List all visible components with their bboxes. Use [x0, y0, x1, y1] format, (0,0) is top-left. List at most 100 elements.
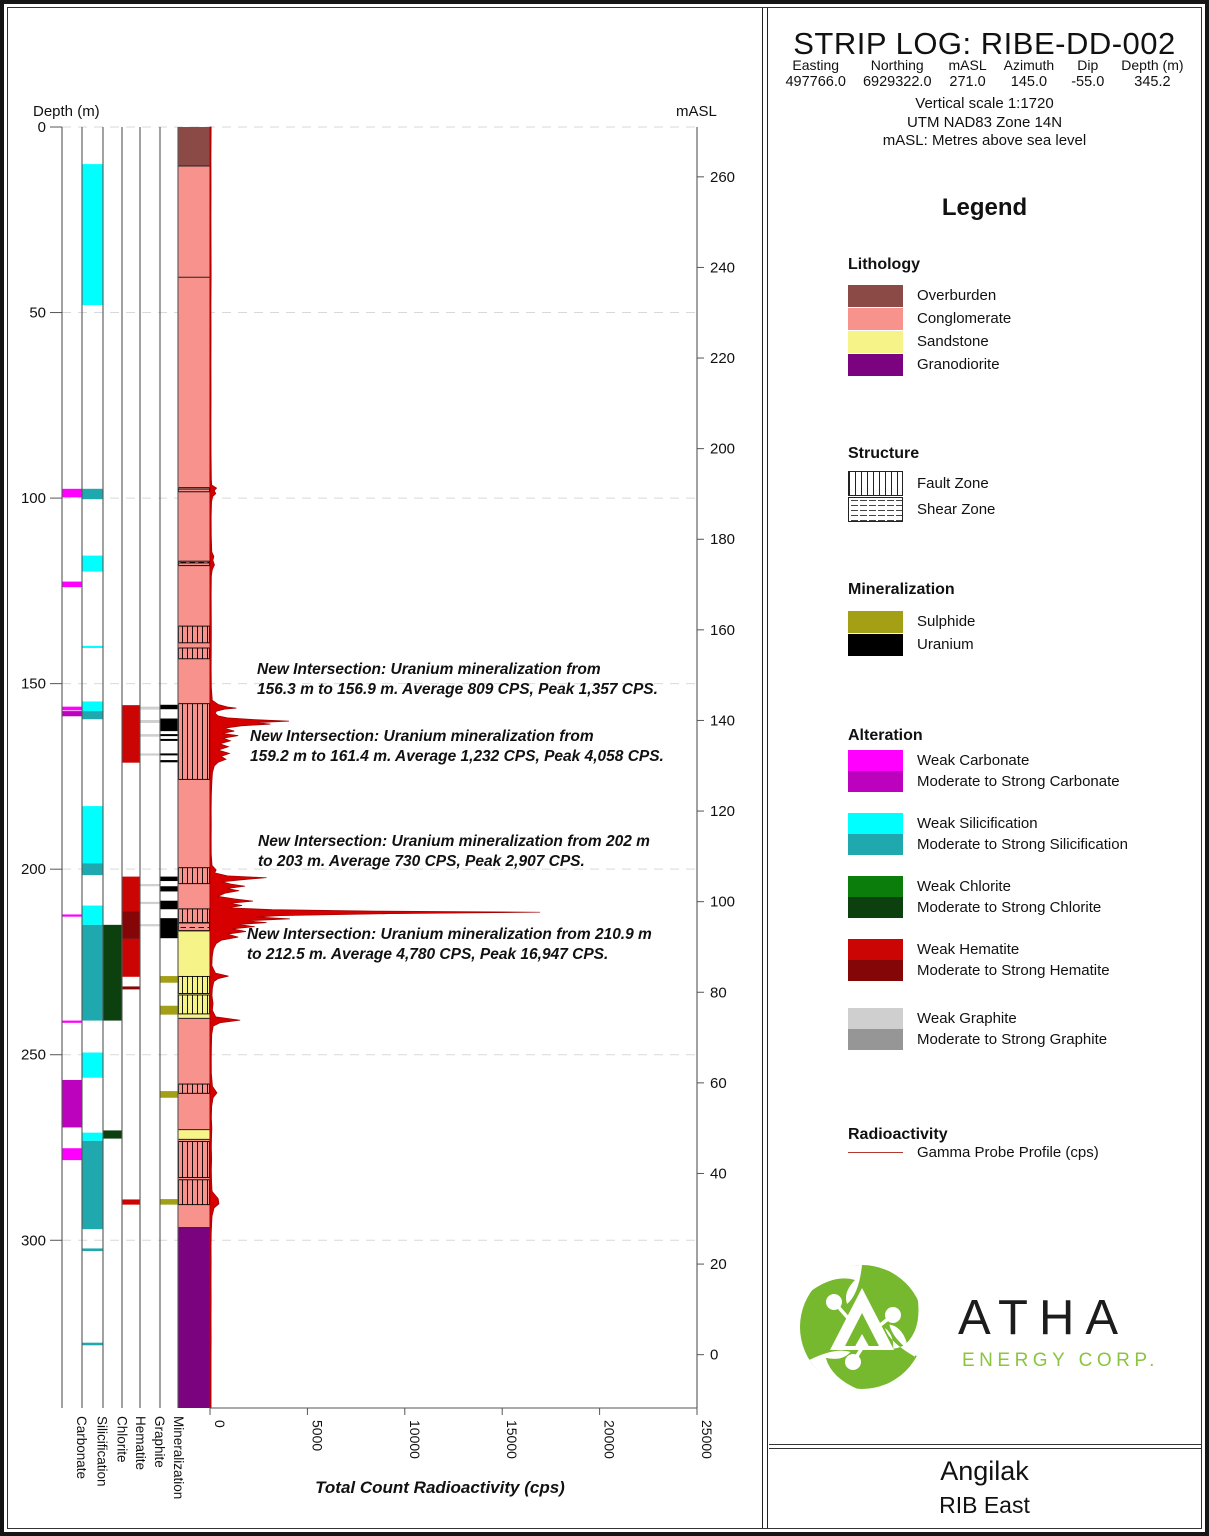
strong-label: Moderate to Strong Graphite	[917, 1031, 1108, 1048]
track-interval	[62, 581, 82, 588]
hole-field-label: Easting	[792, 57, 840, 73]
lithology-interval	[178, 1018, 210, 1130]
weak-label: Weak Chlorite	[917, 878, 1011, 895]
hole-field-label: Azimuth	[1003, 57, 1055, 73]
masl-tick-label: 20	[710, 1256, 727, 1273]
note-datum: UTM NAD83 Zone 14N	[906, 113, 1063, 131]
gamma-line-swatch	[848, 1151, 903, 1153]
legend-section-header: Radioactivity	[848, 1126, 948, 1143]
hole-field: mASL 271.0	[949, 57, 987, 90]
legend-item-label: Gamma Probe Profile (cps)	[917, 1143, 1099, 1161]
hole-field: Dip -55.0	[1071, 57, 1104, 90]
legend-item-label: Conglomerate	[917, 310, 1012, 327]
hole-field-value: 497766.0	[785, 74, 846, 90]
page-title: STRIP LOG: RIBE-DD-002	[793, 26, 1176, 61]
track-interval	[140, 884, 160, 887]
column-label: Mineralization	[171, 1416, 186, 1499]
track-interval	[140, 753, 160, 756]
track-interval	[160, 900, 178, 910]
depth-axis-title: Depth (m)	[33, 103, 100, 120]
legend-item: Sulphide	[848, 610, 975, 633]
track-interval	[103, 1130, 122, 1139]
masl-tick-label: 180	[710, 531, 735, 548]
intersection-annotation: New Intersection: Uranium mineralization…	[257, 661, 658, 698]
cps-tick-label: 10000	[407, 1420, 423, 1459]
cps-tick-label: 5000	[309, 1420, 325, 1451]
masl-tick-label: 140	[710, 712, 735, 729]
color-swatch	[848, 330, 903, 353]
column-label: Hematite	[133, 1416, 148, 1470]
track-interval	[82, 701, 103, 712]
strong-label: Moderate to Strong Hematite	[917, 962, 1110, 979]
track-interval	[82, 1342, 103, 1346]
masl-tick-label: 220	[710, 350, 735, 367]
legend-section-header: Alteration	[848, 727, 923, 744]
track-interval	[160, 918, 178, 939]
strong-swatch	[848, 834, 903, 855]
fault-zone-overlay	[178, 703, 210, 780]
track-interval	[82, 863, 103, 876]
depth-tick-label: 200	[21, 861, 46, 878]
fault-zone-overlay	[178, 908, 210, 924]
track-interval	[62, 488, 82, 498]
masl-tick-label: 160	[710, 622, 735, 639]
weak-label: Weak Carbonate	[917, 752, 1030, 769]
track-interval	[82, 555, 103, 572]
legend-item: Shear Zone	[848, 496, 995, 522]
hole-field-label: Northing	[870, 57, 924, 73]
weak-swatch	[848, 750, 903, 771]
hole-field: Northing 6929322.0	[863, 57, 932, 90]
shear-pattern-swatch	[848, 496, 903, 522]
track-interval	[82, 806, 103, 864]
hole-field-label: Dip	[1077, 57, 1099, 73]
legend-item: Uranium	[848, 633, 975, 656]
fault-zone-overlay	[178, 1141, 210, 1179]
legend-section-header: Structure	[848, 445, 920, 462]
legend-item: Fault Zone	[848, 470, 995, 496]
strong-swatch	[848, 960, 903, 981]
legend-item-label: Shear Zone	[917, 500, 996, 518]
track-interval	[82, 924, 103, 1021]
strong-label: Moderate to Strong Silicification	[917, 836, 1128, 853]
masl-tick-label: 200	[710, 441, 735, 458]
legend-item: Granodiorite	[848, 353, 1011, 376]
note-scale: Vertical scale 1:1720	[915, 95, 1054, 112]
fault-zone-overlay	[178, 647, 210, 660]
track-interval	[82, 905, 103, 925]
shear-zone-overlay	[178, 922, 210, 932]
project-name: Angilak	[940, 1456, 1029, 1486]
track-interval	[160, 704, 178, 710]
track-interval	[62, 711, 82, 717]
track-interval	[140, 706, 160, 710]
brand-name: ATHA	[958, 1291, 1130, 1345]
legend-rows: Overburden Conglomerate Sandstone Granodior…	[848, 284, 1011, 376]
hole-field-value: 271.0	[949, 74, 986, 90]
track-interval	[122, 1199, 140, 1205]
track-interval	[122, 876, 140, 912]
track-interval	[82, 1140, 103, 1230]
track-interval	[122, 705, 140, 763]
hole-field-value: 6929322.0	[862, 74, 932, 90]
track-interval	[82, 1052, 103, 1078]
track-interval	[62, 1148, 82, 1161]
masl-tick-label: 40	[710, 1165, 727, 1182]
track-interval	[122, 911, 140, 939]
legend-item-label: Sandstone	[917, 333, 989, 350]
weak-swatch	[848, 813, 903, 834]
hole-field-value: 145.0	[1010, 74, 1048, 90]
map-notes: Vertical scale 1:1720 UTM NAD83 Zone 14N…	[767, 95, 1202, 151]
track-interval	[160, 876, 178, 882]
track-interval	[140, 901, 160, 905]
hole-field-label: mASL	[948, 57, 987, 73]
column-label: Chlorite	[115, 1416, 130, 1463]
track-interval	[160, 1091, 178, 1098]
track-interval	[160, 753, 178, 756]
track-interval	[140, 734, 160, 737]
note-masl: mASL: Metres above sea level	[882, 132, 1087, 149]
hole-field: Azimuth 145.0	[1004, 57, 1055, 90]
color-swatch	[848, 307, 903, 330]
strong-swatch	[848, 771, 903, 792]
fault-pattern-swatch	[848, 470, 903, 496]
lithology-interval	[178, 165, 210, 931]
